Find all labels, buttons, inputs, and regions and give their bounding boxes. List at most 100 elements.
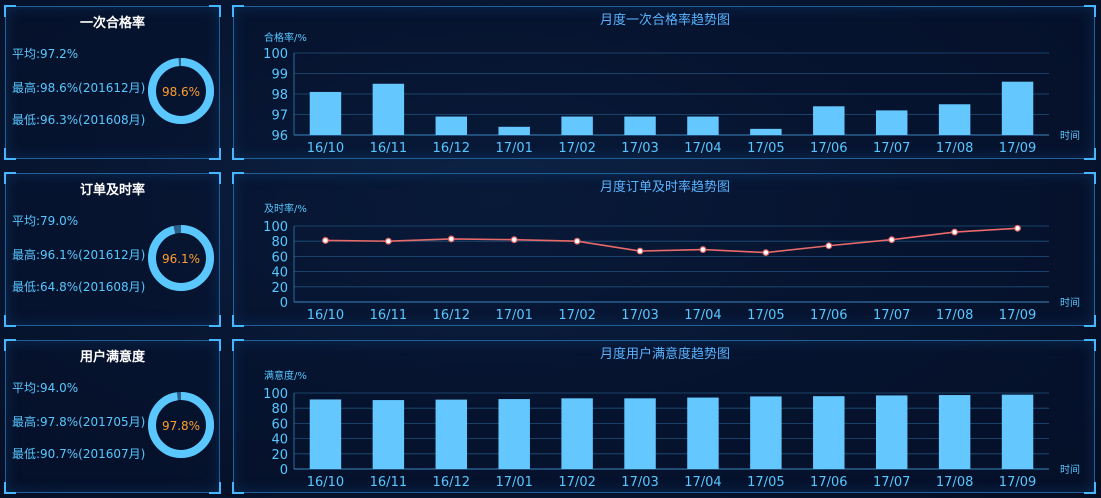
bar [624, 116, 656, 135]
x-axis-label: 时间 [1060, 129, 1080, 142]
x-tick-label: 16/10 [307, 308, 344, 323]
x-tick-label: 17/02 [558, 141, 595, 156]
y-tick-label: 98 [271, 88, 288, 103]
data-point [322, 237, 329, 244]
bar [309, 91, 342, 135]
bar [1001, 394, 1034, 469]
bar [435, 116, 468, 135]
y-tick-label: 80 [271, 235, 288, 250]
x-tick-label: 17/01 [495, 141, 532, 156]
bar [372, 83, 405, 135]
bar [624, 398, 656, 469]
x-tick-label: 17/02 [558, 308, 595, 323]
donut-value-label: 98.6% [162, 85, 200, 99]
chart-panel-on-time: 月度订单及时率趋势图 及时率/% 时间 0 20 40 60 80 100 16/10 16/11 1… [232, 172, 1096, 327]
data-point [699, 246, 707, 253]
bar [687, 397, 719, 469]
kpi-average: 平均:97.2% [12, 47, 79, 61]
x-tick-label: 17/07 [873, 308, 910, 323]
kpi-panel-satisfaction: 用户满意度 平均:94.0% 最高:97.8%(201705月) 最低:90.7… [4, 339, 221, 494]
donut-value-label: 96.1% [162, 252, 200, 266]
y-axis-label: 满意度/% [264, 369, 307, 382]
y-tick-label: 40 [271, 433, 288, 448]
x-tick-label: 17/06 [810, 475, 847, 490]
bar [938, 395, 971, 469]
x-tick-label: 17/01 [495, 308, 532, 323]
donut-progress-arc [148, 225, 214, 291]
y-tick-label: 20 [271, 281, 288, 296]
series-line [325, 227, 1018, 254]
x-tick-label: 17/03 [621, 141, 658, 156]
y-tick-label: 97 [271, 109, 288, 124]
y-tick-label: 99 [271, 68, 288, 83]
y-tick-label: 40 [271, 266, 288, 281]
kpi-title: 一次合格率 [79, 16, 145, 31]
x-tick-label: 17/08 [936, 141, 973, 156]
bar [813, 396, 845, 469]
data-point [636, 247, 644, 255]
bar [813, 106, 845, 135]
y-tick-label: 100 [263, 220, 288, 235]
data-point [447, 235, 455, 243]
bar [561, 398, 593, 469]
x-tick-label: 17/02 [558, 475, 595, 490]
kpi-panel-first-pass: 一次合格率 平均:97.2% 最高:98.6%(201612月) 最低:96.3… [4, 5, 221, 160]
x-tick-label: 16/11 [370, 141, 407, 156]
x-tick-label: 16/11 [370, 475, 407, 490]
bar [498, 399, 530, 469]
kpi-average: 平均:94.0% [12, 381, 79, 395]
x-tick-label: 17/06 [810, 141, 847, 156]
x-tick-label: 17/01 [495, 475, 532, 490]
kpi-panel-on-time: 订单及时率 平均:79.0% 最高:96.1%(201612月) 最低:64.8… [4, 172, 221, 327]
y-tick-label: 96 [271, 129, 288, 144]
x-tick-label: 16/12 [433, 475, 470, 490]
bar [498, 126, 530, 135]
y-tick-label: 60 [271, 250, 288, 265]
bar [372, 400, 405, 469]
data-point [510, 236, 518, 244]
bar [1001, 81, 1034, 135]
chart-panel-first-pass: 月度一次合格率趋势图 合格率/% 时间 96 97 98 99 100 16/10 16/11 16… [232, 5, 1096, 160]
x-tick-label: 17/09 [999, 141, 1036, 156]
x-tick-label: 17/08 [936, 308, 973, 323]
x-tick-label: 17/09 [999, 308, 1036, 323]
x-tick-label: 16/10 [307, 141, 344, 156]
chart-panel-satisfaction: 月度用户满意度趋势图 满意度/% 时间 0 20 40 60 80 100 16/10 16/11 1… [232, 339, 1096, 494]
y-axis-label: 合格率/% [264, 31, 307, 44]
data-point [951, 228, 959, 236]
x-tick-label: 16/10 [307, 475, 344, 490]
y-tick-label: 20 [271, 448, 288, 463]
donut-value-label: 97.8% [162, 419, 200, 433]
y-tick-label: 0 [280, 296, 288, 311]
data-point [762, 249, 770, 256]
x-axis-label: 时间 [1060, 296, 1080, 309]
x-tick-label: 17/03 [621, 475, 658, 490]
bar [561, 116, 593, 135]
bar [309, 399, 342, 469]
donut-progress-arc [148, 392, 214, 458]
chart-title: 月度一次合格率趋势图 [600, 12, 730, 28]
y-tick-label: 80 [271, 402, 288, 417]
chart-title: 月度订单及时率趋势图 [600, 179, 730, 195]
x-tick-label: 17/08 [936, 475, 973, 490]
bar [875, 110, 908, 135]
data-point [888, 236, 896, 244]
x-tick-label: 17/04 [684, 475, 721, 490]
x-tick-label: 17/07 [873, 475, 910, 490]
bar [435, 399, 468, 469]
x-tick-label: 17/07 [873, 141, 910, 156]
y-tick-label: 100 [263, 47, 288, 62]
data-point [384, 237, 392, 245]
data-point [825, 242, 833, 250]
kpi-maximum: 最高:97.8%(201705月) [12, 415, 146, 429]
kpi-maximum: 最高:96.1%(201612月) [12, 248, 146, 262]
y-tick-label: 100 [263, 387, 288, 402]
x-tick-label: 16/12 [433, 308, 470, 323]
x-tick-label: 17/04 [684, 308, 721, 323]
kpi-title: 订单及时率 [79, 183, 145, 198]
y-axis-label: 及时率/% [264, 202, 307, 215]
x-axis-label: 时间 [1060, 463, 1080, 476]
donut-progress-arc [148, 58, 214, 124]
bar [687, 116, 719, 135]
